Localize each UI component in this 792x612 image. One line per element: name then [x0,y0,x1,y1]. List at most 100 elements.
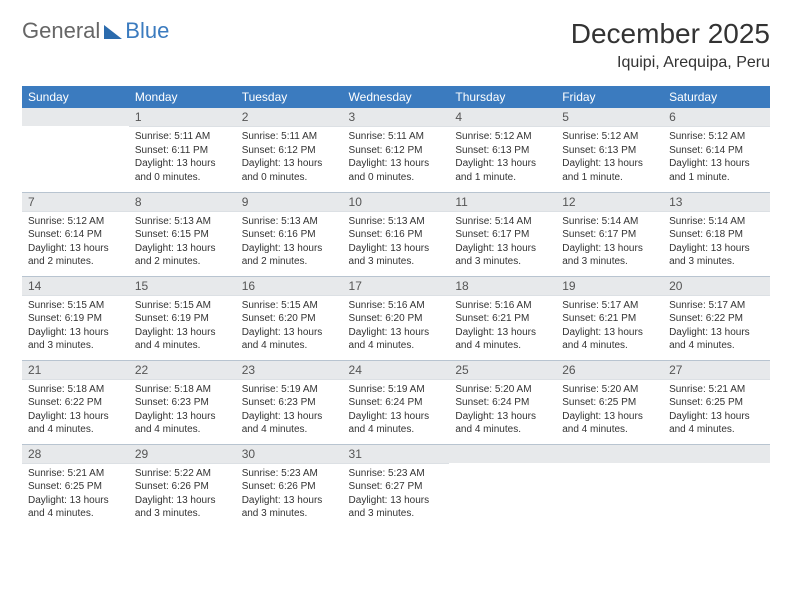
daylight-line: Daylight: 13 hours and 2 minutes. [28,243,109,268]
day-details: Sunrise: 5:12 AMSunset: 6:14 PMDaylight:… [22,212,129,275]
sunset-line: Sunset: 6:24 PM [455,397,529,408]
daylight-line: Daylight: 13 hours and 3 minutes. [349,243,430,268]
day-details: Sunrise: 5:15 AM Sunset: 6:19 PM Daylight:… [22,296,129,359]
sunset-line: Sunset: 6:15 PM [135,229,209,240]
weekday-header: Tuesday [236,86,343,108]
day-details: Sunrise: 5:23 AMSunset: 6:27 PMDaylight:… [343,464,450,527]
sunset-line: Sunset: 6:19 PM [28,313,102,324]
empty-day-header [22,108,129,126]
sunset-line: Sunset: 6:19 PM [135,313,209,324]
day-details: Sunrise: 5:15 AMSunset: 6:19 PMDaylight:… [129,296,236,359]
calendar-day-cell: 27Sunrise: 5:21 AMSunset: 6:25 PMDayligh… [663,360,770,444]
calendar-day-cell: 30Sunrise: 5:23 AMSunset: 6:26 PMDayligh… [236,444,343,528]
sunset-line: Sunset: 6:20 PM [242,313,316,324]
sunrise-line: Sunrise: 5:18 AM [28,384,104,395]
sunset-line: Sunset: 6:23 PM [135,397,209,408]
sunrise-line: Sunrise: 5:14 AM [669,216,745,227]
sunrise-line: Sunrise: 5:19 AM [242,384,318,395]
daylight-line: Daylight: 13 hours and 3 minutes. [669,243,750,268]
weekday-header: Sunday [22,86,129,108]
day-number: 11 [449,193,556,212]
calendar-day-cell: 19Sunrise: 5:17 AMSunset: 6:21 PMDayligh… [556,276,663,360]
sunrise-line: Sunrise: 5:20 AM [455,384,531,395]
calendar-day-cell: 31Sunrise: 5:23 AMSunset: 6:27 PMDayligh… [343,444,450,528]
day-details: Sunrise: 5:12 AMSunset: 6:13 PMDaylight:… [449,127,556,190]
sunset-line: Sunset: 6:13 PM [562,145,636,156]
empty-day-header [663,445,770,463]
day-number: 13 [663,193,770,212]
calendar-day-cell: 16Sunrise: 5:15 AMSunset: 6:20 PMDayligh… [236,276,343,360]
day-number: 12 [556,193,663,212]
day-number: 21 [22,361,129,380]
calendar-day-cell: 25Sunrise: 5:20 AMSunset: 6:24 PMDayligh… [449,360,556,444]
daylight-line: Daylight: 13 hours and 0 minutes. [242,158,323,183]
sunset-line: Sunset: 6:22 PM [669,313,743,324]
daylight-line: Daylight: 13 hours and 4 minutes. [349,327,430,352]
day-details: Sunrise: 5:11 AM Sunset: 6:12 PM Daylight:… [236,127,343,190]
sunrise-line: Sunrise: 5:16 AM [349,300,425,311]
calendar-day-cell: 28Sunrise: 5:21 AMSunset: 6:25 PMDayligh… [22,444,129,528]
sunset-line: Sunset: 6:16 PM [242,229,316,240]
day-details: Sunrise: 5:11 AMSunset: 6:12 PMDaylight:… [343,127,450,190]
sunrise-line: Sunrise: 5:15 AM [28,300,104,311]
daylight-line: Daylight: 13 hours and 4 minutes. [669,327,750,352]
empty-day-header [556,445,663,463]
day-details: Sunrise: 5:12 AMSunset: 6:14 PMDaylight:… [663,127,770,190]
daylight-line: Daylight: 13 hours and 0 minutes. [135,158,216,183]
calendar-day-cell: 11Sunrise: 5:14 AMSunset: 6:17 PMDayligh… [449,192,556,276]
calendar-day-cell: 5Sunrise: 5:12 AMSunset: 6:13 PMDaylight… [556,108,663,192]
calendar-day-cell: 4Sunrise: 5:12 AMSunset: 6:13 PMDaylight… [449,108,556,192]
weekday-header: Thursday [449,86,556,108]
day-number: 14 [22,277,129,296]
day-number: 5 [556,108,663,127]
day-details: Sunrise: 5:14 AMSunset: 6:17 PMDaylight:… [449,212,556,275]
daylight-line: Daylight: 13 hours and 2 minutes. [242,243,323,268]
day-details: Sunrise: 5:16 AM Sunset: 6:20 PM Daylight:… [343,296,450,359]
daylight-line: Daylight: 13 hours and 4 minutes. [669,411,750,436]
sunrise-line: Sunrise: 5:21 AM [669,384,745,395]
day-details: Sunrise: 5:13 AMSunset: 6:15 PMDaylight:… [129,212,236,275]
calendar-day-cell: 14 Sunrise: 5:15 AM Sunset: 6:19 PM Dayligh… [22,276,129,360]
sunrise-line: Sunrise: 5:19 AM [349,384,425,395]
calendar-day-cell: 9Sunrise: 5:13 AMSunset: 6:16 PMDaylight… [236,192,343,276]
sunrise-line: Sunrise: 5:12 AM [455,131,531,142]
sunrise-line: Sunrise: 5:23 AM [242,468,318,479]
day-number: 6 [663,108,770,127]
day-number: 22 [129,361,236,380]
sunrise-line: Sunrise: 5:18 AM [135,384,211,395]
sunrise-line: Sunrise: 5:14 AM [455,216,531,227]
sunset-line: Sunset: 6:12 PM [242,145,316,156]
calendar-day-cell: 24Sunrise: 5:19 AMSunset: 6:24 PMDayligh… [343,360,450,444]
daylight-line: Daylight: 13 hours and 3 minutes. [28,327,109,352]
day-details: Sunrise: 5:15 AMSunset: 6:20 PMDaylight:… [236,296,343,359]
sunset-line: Sunset: 6:21 PM [562,313,636,324]
daylight-line: Daylight: 13 hours and 4 minutes. [28,411,109,436]
day-details: Sunrise: 5:18 AMSunset: 6:23 PMDaylight:… [129,380,236,443]
daylight-line: Daylight: 13 hours and 4 minutes. [242,411,323,436]
calendar-day-cell: 2 Sunrise: 5:11 AM Sunset: 6:12 PM Daylight… [236,108,343,192]
day-number: 17 [343,277,450,296]
day-number: 28 [22,445,129,464]
daylight-line: Daylight: 13 hours and 3 minutes. [135,495,216,520]
sunset-line: Sunset: 6:14 PM [669,145,743,156]
calendar-day-cell: 3Sunrise: 5:11 AMSunset: 6:12 PMDaylight… [343,108,450,192]
weekday-header: Wednesday [343,86,450,108]
daylight-line: Daylight: 13 hours and 1 minute. [669,158,750,183]
calendar-day-cell: 15Sunrise: 5:15 AMSunset: 6:19 PMDayligh… [129,276,236,360]
day-number: 1 [129,108,236,127]
day-number: 29 [129,445,236,464]
sunset-line: Sunset: 6:11 PM [135,145,208,156]
daylight-line: Daylight: 13 hours and 0 minutes. [349,158,430,183]
sunset-line: Sunset: 6:21 PM [455,313,529,324]
calendar-week-row: 14 Sunrise: 5:15 AM Sunset: 6:19 PM Dayligh… [22,276,770,360]
sunset-line: Sunset: 6:20 PM [349,313,423,324]
day-details: Sunrise: 5:19 AMSunset: 6:23 PMDaylight:… [236,380,343,443]
sunset-line: Sunset: 6:17 PM [562,229,636,240]
daylight-line: Daylight: 13 hours and 1 minute. [562,158,643,183]
day-number: 2 [236,108,343,127]
day-number: 19 [556,277,663,296]
day-details: Sunrise: 5:21 AMSunset: 6:25 PMDaylight:… [22,464,129,527]
sunrise-line: Sunrise: 5:11 AM [242,131,317,142]
day-details: Sunrise: 5:14 AMSunset: 6:17 PMDaylight:… [556,212,663,275]
sunset-line: Sunset: 6:25 PM [28,481,102,492]
